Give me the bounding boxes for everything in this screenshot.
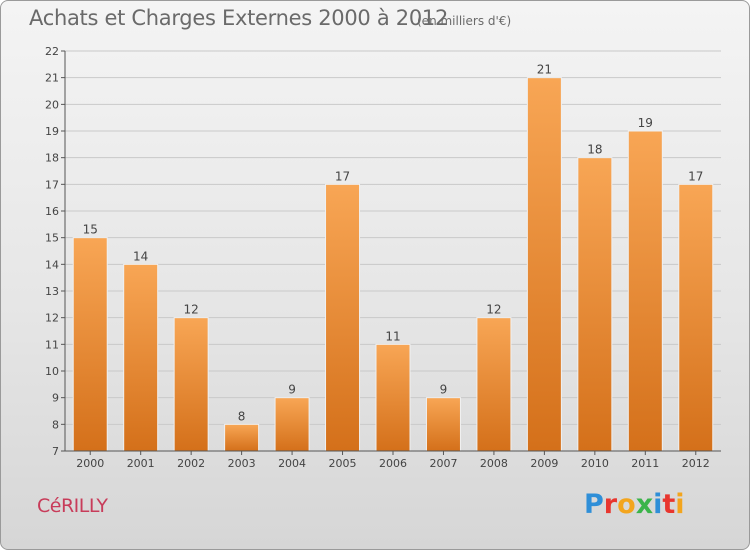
x-tick-label: 2005 xyxy=(329,457,357,470)
y-tick-label: 18 xyxy=(45,152,59,165)
y-tick-label: 17 xyxy=(45,178,59,191)
x-tick-label: 2010 xyxy=(581,457,609,470)
x-tick-label: 2007 xyxy=(429,457,457,470)
x-tick-label: 2004 xyxy=(278,457,306,470)
data-label: 17 xyxy=(688,169,703,183)
bar xyxy=(577,157,613,452)
y-tick-label: 21 xyxy=(45,72,59,85)
y-tick-label: 19 xyxy=(45,125,59,138)
y-tick-label: 14 xyxy=(45,258,59,271)
y-tick-label: 12 xyxy=(45,312,59,325)
brand-letter: t xyxy=(662,489,676,520)
x-tick-label: 2000 xyxy=(76,457,104,470)
bar xyxy=(627,130,663,452)
bar xyxy=(375,343,411,452)
y-tick-label: 9 xyxy=(52,392,59,405)
x-axis: 2000 2001 2002 2003 2004 2005 2006 2007 2008 2009… xyxy=(65,450,721,470)
x-tick-label: 2011 xyxy=(631,457,659,470)
bars xyxy=(72,77,714,452)
data-label: 9 xyxy=(288,383,296,397)
y-tick-label: 16 xyxy=(45,205,59,218)
location-name: CéRILLY xyxy=(37,495,108,517)
brand-letter: i xyxy=(653,489,663,520)
data-label: 11 xyxy=(385,329,400,343)
data-label: 14 xyxy=(133,249,148,263)
y-tick-label: 11 xyxy=(45,338,59,351)
x-tick-label: 2003 xyxy=(228,457,256,470)
x-tick-label: 2009 xyxy=(530,457,558,470)
brand-letter: o xyxy=(617,489,636,520)
x-tick-label: 2006 xyxy=(379,457,407,470)
bar xyxy=(224,423,260,452)
data-label: 8 xyxy=(238,409,246,423)
y-tick-label: 20 xyxy=(45,98,59,111)
data-label: 19 xyxy=(638,116,653,130)
data-labels: 15 14 12 8 9 17 11 9 12 21 18 19 17 xyxy=(83,63,704,424)
chart-subtitle: (en milliers d'€) xyxy=(417,14,512,28)
x-tick-label: 2001 xyxy=(127,457,155,470)
y-tick-label: 7 xyxy=(52,445,59,458)
bar xyxy=(123,263,159,452)
bar xyxy=(274,397,310,452)
data-label: 9 xyxy=(440,383,448,397)
x-tick-label: 2012 xyxy=(682,457,710,470)
y-axis: 7 8 9 10 11 12 13 14 15 16 17 18 19 20 21 22 xyxy=(45,45,66,458)
data-label: 17 xyxy=(335,169,350,183)
brand-logo[interactable]: Proxiti xyxy=(584,489,685,520)
y-tick-label: 15 xyxy=(45,232,59,245)
brand-letter: i xyxy=(675,489,685,520)
bar xyxy=(72,237,108,452)
data-label: 21 xyxy=(537,63,552,77)
brand-letter: r xyxy=(603,489,618,520)
x-tick-label: 2002 xyxy=(177,457,205,470)
bar xyxy=(476,317,512,452)
y-tick-label: 13 xyxy=(45,285,59,298)
data-label: 12 xyxy=(486,303,501,317)
data-label: 18 xyxy=(587,143,602,157)
y-tick-label: 22 xyxy=(45,45,59,58)
brand-letter: x xyxy=(635,489,654,520)
data-label: 15 xyxy=(83,223,98,237)
x-tick-label: 2008 xyxy=(480,457,508,470)
chart-title: Achats et Charges Externes 2000 à 2012 xyxy=(29,6,449,30)
data-label: 12 xyxy=(184,303,199,317)
bar xyxy=(325,183,361,452)
y-tick-label: 8 xyxy=(52,418,59,431)
bar xyxy=(678,183,714,452)
y-tick-label: 10 xyxy=(45,365,59,378)
bar xyxy=(173,317,209,452)
brand-letter: P xyxy=(584,489,604,520)
bar xyxy=(425,397,461,452)
bar xyxy=(526,77,562,452)
